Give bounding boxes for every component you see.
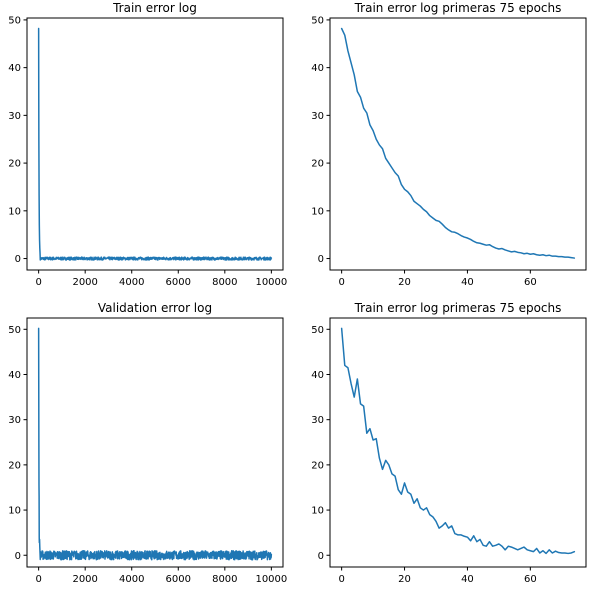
y-tick-label: 30: [8, 111, 21, 122]
series-line: [37, 327, 273, 561]
chart-panel-2: Train error log primeras 75 epochs 0 20 40 6…: [311, 1, 587, 288]
y-tick-label: 30: [311, 415, 324, 426]
y-tick-label: 10: [8, 506, 21, 517]
y-tick-label: 20: [8, 460, 21, 471]
y-tick-label: 40: [8, 63, 21, 74]
x-tick-label: 10000: [255, 574, 287, 585]
x-tick-label: 60: [524, 574, 537, 585]
y-tick-label: 40: [311, 370, 324, 381]
x-tick-label: 40: [461, 277, 474, 288]
chart-title: Train error log: [112, 1, 197, 15]
x-tick-label: 60: [524, 277, 537, 288]
chart-title: Train error log primeras 75 epochs: [354, 301, 562, 315]
x-tick-label: 0: [338, 574, 344, 585]
y-tick-label: 30: [311, 111, 324, 122]
x-tick-label: 0: [35, 574, 41, 585]
chart-title: Validation error log: [98, 301, 212, 315]
y-tick-label: 50: [311, 325, 324, 336]
x-tick-label: 40: [461, 574, 474, 585]
x-tick-label: 2000: [72, 277, 97, 288]
series-line: [340, 27, 576, 259]
x-tick-label: 20: [398, 277, 411, 288]
y-tick-label: 10: [8, 206, 21, 217]
x-tick-label: 6000: [166, 277, 191, 288]
chart-panel-4: Train error log primeras 75 epochs 0 20 40 6…: [311, 301, 587, 585]
series-line: [37, 27, 273, 261]
chart-title: Train error log primeras 75 epochs: [354, 1, 562, 15]
x-tick-label: 10000: [255, 277, 287, 288]
x-tick-label: 4000: [119, 574, 144, 585]
y-tick-label: 0: [318, 254, 324, 265]
y-tick-label: 20: [311, 159, 324, 170]
series-line: [340, 327, 576, 555]
axes-frame: [329, 317, 587, 568]
x-tick-label: 2000: [72, 574, 97, 585]
x-tick-label: 6000: [166, 574, 191, 585]
y-tick-label: 40: [311, 63, 324, 74]
axes-frame: [26, 17, 284, 271]
y-tick-label: 0: [15, 551, 21, 562]
y-tick-label: 10: [311, 506, 324, 517]
y-tick-label: 40: [8, 370, 21, 381]
y-tick-label: 50: [311, 15, 324, 26]
y-tick-label: 0: [318, 551, 324, 562]
x-tick-label: 0: [338, 277, 344, 288]
x-tick-label: 4000: [119, 277, 144, 288]
y-tick-label: 50: [8, 325, 21, 336]
y-tick-label: 30: [8, 415, 21, 426]
x-tick-label: 0: [35, 277, 41, 288]
y-tick-label: 0: [15, 254, 21, 265]
x-tick-label: 20: [398, 574, 411, 585]
x-tick-label: 8000: [212, 277, 237, 288]
y-tick-label: 20: [311, 460, 324, 471]
chart-panel-1: Train error log 0 2000 4000 6000 8000 10000 0 10…: [8, 1, 287, 288]
x-tick-label: 8000: [212, 574, 237, 585]
axes-frame: [329, 17, 587, 271]
y-tick-label: 50: [8, 15, 21, 26]
y-tick-label: 20: [8, 159, 21, 170]
y-tick-label: 10: [311, 206, 324, 217]
axes-frame: [26, 317, 284, 568]
